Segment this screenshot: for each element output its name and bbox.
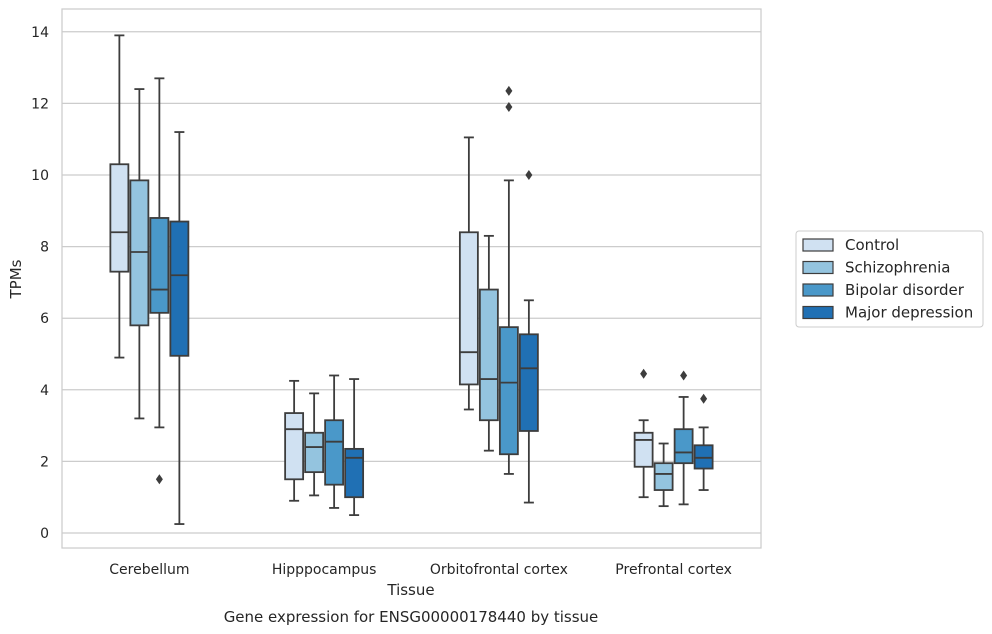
box-iqr xyxy=(284,412,305,481)
y-tick-labels: 0 2 4 6 8 10 12 14 xyxy=(31,25,49,542)
box-schizophrenia xyxy=(304,392,325,497)
legend-swatch xyxy=(802,305,834,320)
box-iqr xyxy=(109,163,130,273)
box-series-layer xyxy=(109,34,714,525)
y-tick-label: 12 xyxy=(31,96,49,112)
outlier-point xyxy=(525,170,533,180)
box-major-depression xyxy=(344,378,365,516)
legend-label: Bipolar disorder xyxy=(845,281,965,299)
box-iqr xyxy=(498,326,519,456)
outlier-point xyxy=(640,368,648,379)
y-tick-label: 4 xyxy=(40,383,49,399)
x-tick-label: Orbitofrontal cortex xyxy=(430,562,568,578)
outlier-point xyxy=(505,85,513,96)
box-major-depression xyxy=(169,131,190,525)
box-bipolar-disorder xyxy=(673,370,694,506)
x-tick-label: Cerebellum xyxy=(109,562,189,578)
y-tick-label: 0 xyxy=(40,526,49,542)
box-schizophrenia xyxy=(653,442,674,508)
y-tick-label: 2 xyxy=(40,454,49,470)
box-control xyxy=(633,368,654,499)
box-control xyxy=(458,136,479,411)
box-iqr xyxy=(344,447,365,499)
x-tick-label: Prefrontal cortex xyxy=(615,562,732,578)
box-major-depression xyxy=(693,393,714,491)
legend: Control Schizophrenia Bipolar disorder Majo… xyxy=(795,230,984,328)
box-iqr xyxy=(324,419,345,486)
legend-swatch xyxy=(802,283,834,297)
box-iqr xyxy=(633,431,654,468)
outlier-point xyxy=(680,370,688,381)
box-iqr xyxy=(149,217,170,314)
box-bipolar-disorder xyxy=(324,374,345,509)
outlier-point xyxy=(155,474,163,485)
box-iqr xyxy=(673,428,694,465)
box-control xyxy=(109,34,130,359)
legend-swatch xyxy=(802,260,834,275)
outlier-point xyxy=(700,393,708,404)
legend-frame xyxy=(795,230,984,328)
box-iqr xyxy=(518,333,539,432)
box-bipolar-disorder xyxy=(149,77,170,485)
y-axis-title: TPMs xyxy=(7,259,25,299)
y-tick-label: 10 xyxy=(31,168,49,184)
box-iqr xyxy=(169,220,190,357)
box-iqr xyxy=(304,431,325,474)
box-schizophrenia xyxy=(129,88,150,420)
box-schizophrenia xyxy=(478,234,499,452)
x-axis-title: Tissue xyxy=(386,581,434,599)
box-major-depression xyxy=(518,170,539,504)
y-tick-label: 14 xyxy=(31,25,49,41)
chart-caption: Gene expression for ENSG00000178440 by t… xyxy=(224,608,599,626)
y-tick-label: 8 xyxy=(40,240,49,256)
x-tick-label: Hipppocampus xyxy=(272,562,377,578)
x-tick-labels: Cerebellum Hipppocampus Orbitofrontal cort… xyxy=(109,562,732,578)
box-bipolar-disorder xyxy=(498,85,519,475)
outlier-point xyxy=(505,101,513,112)
legend-label: Schizophrenia xyxy=(845,259,950,277)
legend-label: Major depression xyxy=(845,304,973,322)
box-iqr xyxy=(478,288,499,422)
box-iqr xyxy=(458,231,479,386)
legend-label: Control xyxy=(845,236,899,254)
legend-swatch xyxy=(802,238,834,252)
y-tick-label: 6 xyxy=(40,311,49,327)
box-iqr xyxy=(653,462,674,491)
box-control xyxy=(284,379,305,502)
